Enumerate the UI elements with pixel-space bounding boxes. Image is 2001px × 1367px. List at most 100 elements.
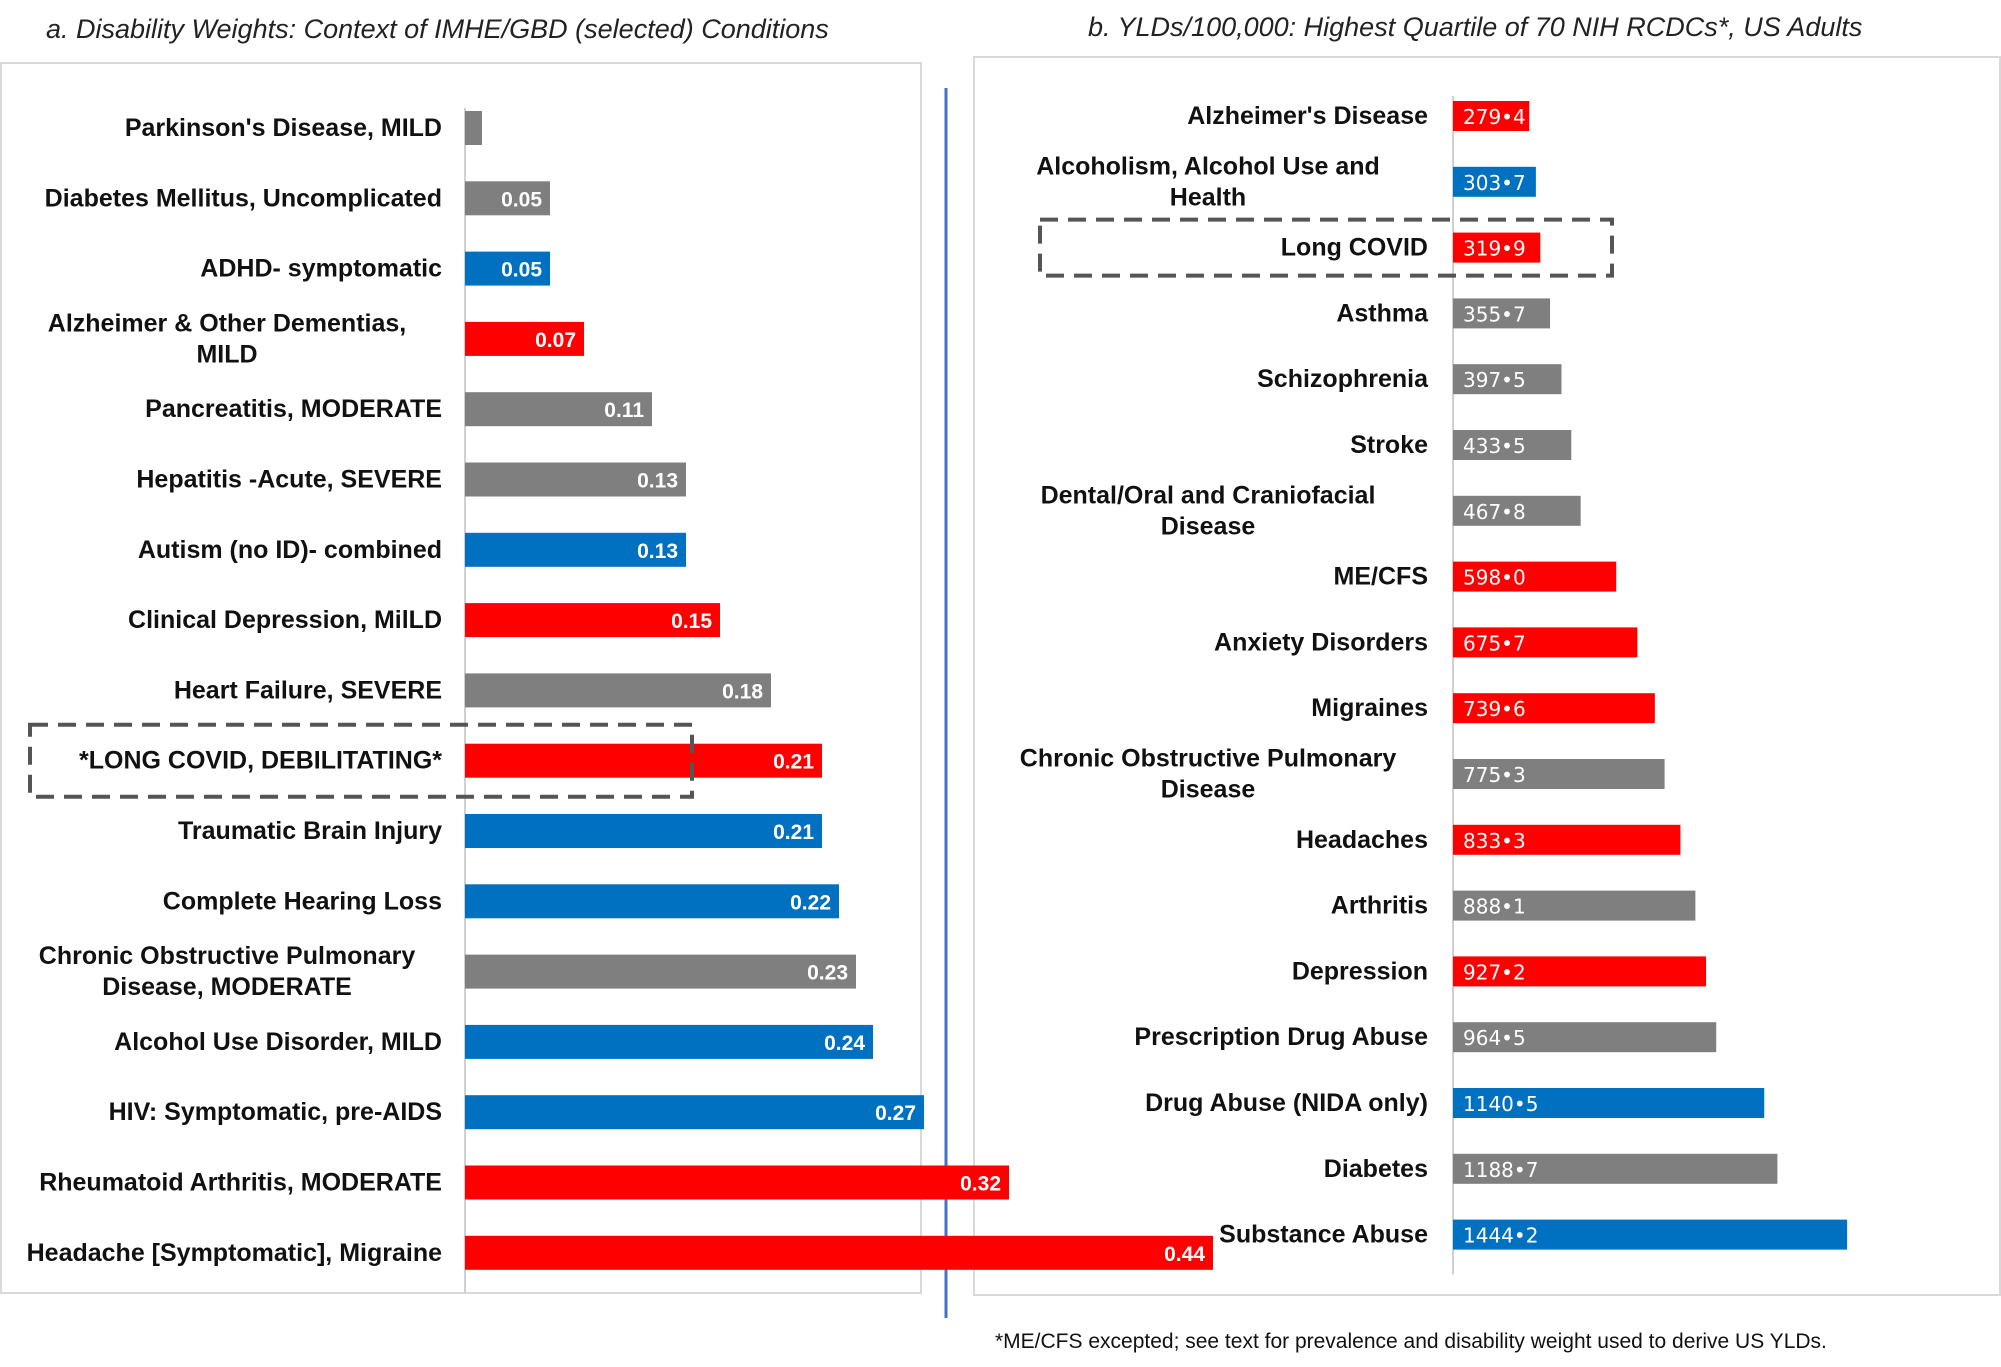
value-label: 0.05	[501, 259, 542, 282]
bar-clinical-depression-milld	[465, 603, 720, 638]
value-label: 0.21	[773, 751, 814, 774]
bar-diabetes-mellitus-uncomplicated	[465, 181, 550, 216]
bar-long-covid-debilitating	[465, 743, 822, 778]
value-label: 0.21	[773, 821, 814, 844]
highlight-box	[28, 722, 694, 799]
bar-alcohol-use-disorder-mild	[465, 1024, 873, 1059]
bar-headaches	[1453, 824, 1681, 855]
bar-anxiety-disorders	[1453, 627, 1638, 658]
category-label: Prescription Drug Abuse	[1134, 1023, 1428, 1051]
category-label: Clinical Depression, MilLD	[128, 606, 442, 634]
bar-schizophrenia	[1453, 364, 1562, 395]
value-label: 739•6	[1463, 697, 1526, 721]
value-label: 433•5	[1463, 434, 1526, 458]
category-label: Heart Failure, SEVERE	[174, 676, 442, 704]
category-label: Migraines	[1311, 694, 1428, 722]
bar-chronic-obstructive-pulmonary-disease	[1453, 759, 1665, 789]
bar-alzheimer-other-dementias-mild	[465, 321, 584, 356]
bar-alzheimer-s-disease	[1453, 101, 1530, 131]
category-label: Drug Abuse (NIDA only)	[1145, 1089, 1428, 1117]
bar-diabetes	[1453, 1153, 1778, 1184]
bar-me-cfs	[1453, 561, 1617, 592]
bar-hepatitis-acute-severe	[465, 462, 686, 497]
category-label: Schizophrenia	[1257, 365, 1429, 393]
category-label: Parkinson's Disease, MILD	[125, 114, 442, 142]
bar-dental-oral-and-craniofacial-disease	[1453, 495, 1581, 526]
category-label: Diabetes Mellitus, Uncomplicated	[45, 184, 442, 212]
bar-hiv-symptomatic-pre-aids	[465, 1095, 924, 1130]
value-label: 0.07	[535, 329, 576, 352]
bar-pancreatitis-moderate	[465, 392, 652, 427]
value-label: 598•0	[1463, 566, 1526, 590]
chart-a-title: a. Disability Weights: Context of IMHE/G…	[46, 14, 829, 44]
value-label: 0.11	[604, 399, 644, 422]
category-label: Headache [Symptomatic], Migraine	[27, 1239, 442, 1267]
category-label: Pancreatitis, MODERATE	[145, 395, 442, 423]
category-label: Substance Abuse	[1219, 1221, 1428, 1249]
value-label: 927•2	[1463, 960, 1526, 984]
value-label: 888•1	[1463, 895, 1526, 919]
bar-complete-hearing-loss	[465, 884, 839, 919]
category-label: ME/CFS	[1334, 563, 1428, 591]
category-label: Traumatic Brain Injury	[178, 817, 442, 845]
value-label: 1140•5	[1463, 1092, 1538, 1116]
category-label: Anxiety Disorders	[1214, 628, 1428, 656]
chart-b: 279•4 Alzheimer's Disease 303•7 Alcoholism,…	[1020, 96, 1848, 1275]
category-label: Depression	[1292, 957, 1428, 985]
highlight-box	[1038, 217, 1614, 278]
value-label: 0.13	[637, 540, 678, 563]
bar-heart-failure-severe	[465, 673, 771, 708]
value-label: 0.27	[875, 1102, 916, 1125]
chart-b-title: b. YLDs/100,000: Highest Quartile of 70 …	[1088, 12, 1863, 42]
bar-alcoholism-alcohol-use-and-health	[1453, 166, 1536, 197]
category-label: Headaches	[1296, 826, 1428, 854]
footnote: *ME/CFS excepted; see text for prevalenc…	[995, 1330, 1827, 1353]
bar-migraines	[1453, 693, 1655, 724]
bar-arthritis	[1453, 890, 1696, 921]
bar-rheumatoid-arthritis-moderate	[465, 1165, 1009, 1200]
value-label: 0.13	[637, 470, 678, 493]
bar-long-covid	[1453, 232, 1541, 263]
value-label: 775•3	[1463, 763, 1526, 787]
category-label: Chronic Obstructive Pulmonary Disease, MO…	[39, 942, 416, 1001]
category-label: Alzheimer's Disease	[1187, 102, 1428, 130]
bar-headache-symptomatic-migraine	[465, 1235, 1213, 1270]
chart-a: Parkinson's Disease, MILD 0.05 Diabetes Me…	[27, 108, 1213, 1293]
category-label: Autism (no ID)- combined	[138, 536, 442, 564]
value-label: 0.24	[824, 1032, 865, 1055]
category-label: Dental/Oral and Craniofacial Disease	[1041, 481, 1376, 540]
value-label: 0.22	[790, 891, 831, 914]
bar-asthma	[1453, 298, 1551, 329]
category-label: Alzheimer & Other Dementias, MILD	[48, 309, 406, 368]
category-label: Alcoholism, Alcohol Use and Health	[1036, 152, 1380, 211]
value-label: 355•7	[1463, 302, 1526, 326]
category-label: Asthma	[1336, 299, 1429, 327]
bar-chronic-obstructive-pulmonary-disease-moderate	[465, 954, 856, 989]
category-label: *LONG COVID, DEBILITATING*	[79, 747, 442, 775]
value-label: 303•7	[1463, 171, 1526, 195]
value-label: 0.44	[1164, 1243, 1205, 1266]
category-label: Diabetes	[1324, 1155, 1428, 1183]
bar-traumatic-brain-injury	[465, 814, 822, 848]
bar-drug-abuse-nida-only	[1453, 1088, 1765, 1118]
value-label: 0.32	[960, 1173, 1001, 1196]
value-label: 0.15	[671, 610, 712, 633]
category-label: Rheumatoid Arthritis, MODERATE	[39, 1169, 442, 1197]
category-label: HIV: Symptomatic, pre-AIDS	[109, 1098, 442, 1126]
category-label: ADHD- symptomatic	[200, 255, 442, 283]
value-label: 467•8	[1463, 500, 1526, 524]
value-label: 0.05	[501, 188, 542, 211]
bar-adhd-symptomatic	[465, 251, 550, 286]
bar-stroke	[1453, 430, 1572, 460]
value-label: 1188•7	[1463, 1158, 1538, 1182]
value-label: 833•3	[1463, 829, 1526, 853]
category-label: Chronic Obstructive Pulmonary Disease	[1020, 745, 1397, 804]
bar-prescription-drug-abuse	[1453, 1022, 1717, 1053]
bar-substance-abuse	[1453, 1219, 1848, 1250]
value-label: 0.18	[722, 680, 763, 703]
value-label: 964•5	[1463, 1026, 1526, 1050]
value-label: 319•9	[1463, 237, 1526, 261]
bar-autism-no-id-combined	[465, 532, 686, 567]
value-label: 397•5	[1463, 368, 1526, 392]
